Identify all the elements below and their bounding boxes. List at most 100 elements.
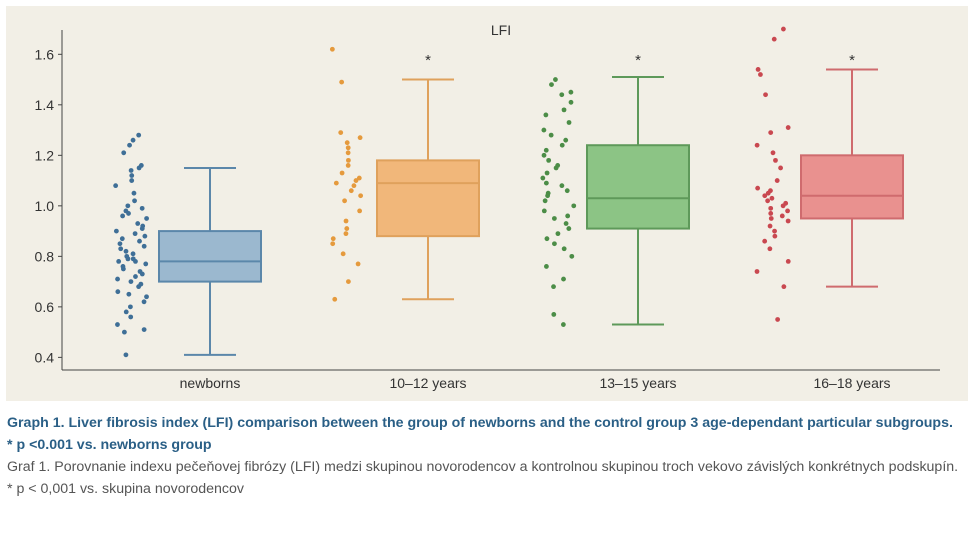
data-point [773, 157, 778, 163]
x-category-label: newborns [180, 375, 241, 391]
caption-english-title: Graph 1. Liver fibrosis index (LFI) comp… [7, 415, 953, 431]
x-category-label: 10–12 years [389, 375, 466, 391]
data-point [551, 216, 557, 221]
data-point [566, 120, 572, 125]
data-point [765, 190, 771, 196]
data-point [139, 205, 145, 211]
data-point [123, 248, 129, 254]
data-point [121, 329, 127, 335]
data-point [549, 82, 554, 88]
data-point [340, 251, 346, 257]
data-point [785, 125, 791, 130]
data-point [144, 294, 149, 300]
data-point [541, 208, 547, 214]
data-point [137, 238, 142, 244]
data-point [762, 193, 768, 199]
data-point [126, 211, 131, 216]
data-point [754, 269, 760, 274]
figure-caption: Graph 1. Liver fibrosis index (LFI) comp… [7, 412, 965, 500]
data-point [563, 221, 569, 226]
data-point [121, 150, 127, 156]
data-point [115, 276, 120, 282]
data-point [754, 142, 760, 148]
data-point [544, 236, 550, 242]
data-point [343, 231, 349, 237]
box-iqr [800, 154, 904, 220]
data-point [116, 259, 122, 264]
data-point [126, 291, 132, 297]
data-point [553, 165, 559, 171]
data-point [133, 259, 138, 264]
data-point [139, 271, 145, 277]
y-tick-label: 0.6 [35, 299, 55, 315]
data-point [346, 279, 351, 285]
data-point [541, 127, 547, 133]
data-point [136, 284, 142, 290]
y-tick-label: 1.0 [35, 198, 55, 214]
y-tick-label: 1.4 [35, 97, 55, 113]
data-point [358, 193, 364, 199]
data-point [555, 231, 561, 237]
data-point [330, 236, 336, 242]
data-point [345, 157, 351, 163]
x-category-label: 16–18 years [813, 375, 890, 391]
data-point [561, 107, 567, 113]
data-point [355, 261, 361, 267]
data-point [769, 195, 775, 201]
data-point [130, 137, 136, 143]
data-point [552, 241, 557, 247]
data-point [128, 168, 134, 173]
data-point [544, 264, 549, 269]
data-point [136, 165, 142, 171]
data-point [543, 147, 549, 153]
x-category-label: 13–15 years [599, 375, 676, 391]
data-point [342, 198, 347, 204]
data-point [768, 216, 774, 221]
data-point [132, 231, 138, 237]
data-point [344, 226, 350, 231]
data-point [546, 157, 552, 163]
data-point [568, 89, 574, 95]
data-point [115, 289, 121, 295]
data-point [338, 130, 344, 135]
data-point [762, 238, 768, 244]
chart-title: LFI [491, 22, 511, 38]
data-point [141, 299, 147, 305]
data-point [561, 276, 566, 282]
data-point [128, 314, 134, 320]
data-point [770, 150, 776, 156]
data-point [755, 185, 761, 191]
data-point [541, 152, 547, 158]
data-point [129, 173, 135, 178]
data-point [357, 208, 363, 214]
data-point [130, 251, 136, 257]
data-point [559, 142, 565, 148]
data-point [333, 180, 339, 186]
data-point [356, 175, 362, 181]
data-point [767, 223, 773, 229]
data-point [559, 92, 565, 98]
data-point [553, 77, 558, 82]
data-point [348, 188, 354, 194]
data-point [543, 180, 549, 186]
data-point [115, 322, 120, 327]
data-point [569, 253, 575, 259]
data-point [785, 218, 791, 224]
data-point [332, 296, 338, 302]
data-point [542, 198, 548, 204]
data-point [566, 226, 572, 231]
data-point [128, 304, 133, 310]
data-point [768, 205, 774, 211]
data-point [142, 233, 148, 239]
box-iqr [376, 159, 480, 238]
data-point [781, 26, 786, 32]
data-point [131, 190, 137, 196]
data-point [344, 140, 350, 146]
data-point [775, 317, 781, 322]
data-point [343, 218, 349, 224]
data-point [119, 236, 125, 242]
data-point [571, 203, 577, 209]
data-point [136, 132, 142, 138]
data-point [771, 36, 777, 42]
chart-figure: LFI 0.4 0.6 0.8 1.0 1.2 1.4 1.6 newborns 10–12 ye… [6, 6, 968, 401]
